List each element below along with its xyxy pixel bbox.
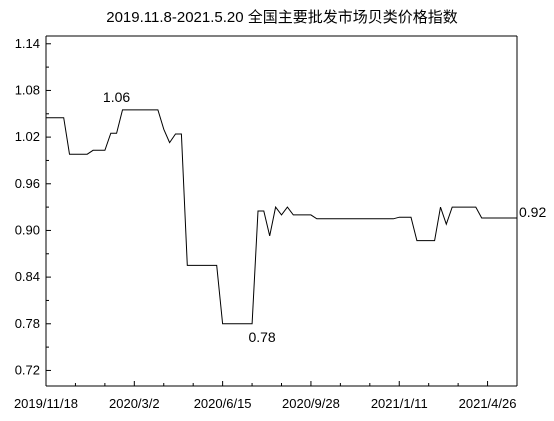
x-axis-ticks: 2019/11/18 2020/3/2 2020/6/15 2020/9/28 2021… xyxy=(14,381,518,411)
y-tick-label: 1.02 xyxy=(15,129,40,144)
annotations: 1.06 0.78 0.92 xyxy=(103,89,547,345)
x-tick-label: 2020/3/2 xyxy=(109,396,160,411)
y-tick-label: 1.08 xyxy=(15,82,40,97)
y-tick-label: 0.96 xyxy=(15,176,40,191)
data-label: 0.92 xyxy=(519,204,546,220)
x-tick-label: 2019/11/18 xyxy=(14,396,78,411)
y-tick-label: 0.90 xyxy=(15,222,40,237)
x-tick-label: 2020/9/28 xyxy=(282,396,340,411)
axes xyxy=(45,35,518,387)
y-tick-label: 1.14 xyxy=(15,36,40,51)
data-label: 0.78 xyxy=(248,329,275,345)
x-tick-label: 2021/1/11 xyxy=(371,396,428,411)
series-line xyxy=(46,109,517,325)
x-tick-label: 2020/6/15 xyxy=(194,396,252,411)
data-label: 1.06 xyxy=(103,89,130,105)
y-tick-label: 0.72 xyxy=(15,362,40,377)
y-tick-label: 0.78 xyxy=(15,316,40,331)
y-axis-ticks: 0.72 0.78 0.84 0.90 0.96 1.02 1.08 1.14 xyxy=(15,36,51,377)
x-tick-label: 2021/4/26 xyxy=(459,396,517,411)
y-tick-label: 0.84 xyxy=(15,269,40,284)
chart-title: 2019.11.8-2021.5.20 全国主要批发市场贝类价格指数 xyxy=(106,8,458,26)
